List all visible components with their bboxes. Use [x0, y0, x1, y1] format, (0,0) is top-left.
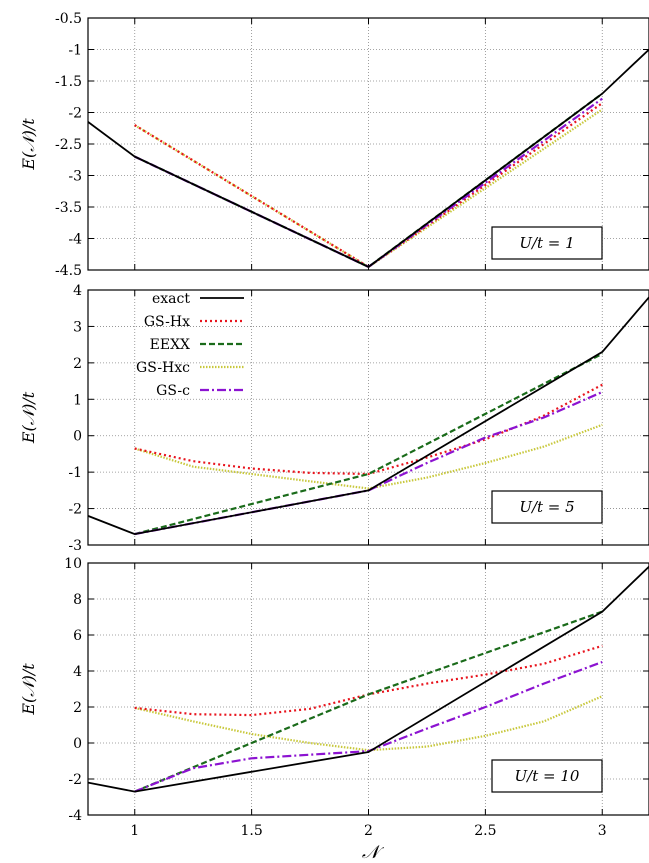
- series-line-gs-hx: [134, 102, 603, 269]
- series-line-gs-hxc: [134, 423, 603, 490]
- x-tick-label: 1.5: [240, 823, 262, 839]
- y-tick-label: 2: [73, 700, 82, 716]
- series-line-eexx: [134, 352, 603, 536]
- series-line-exact: [88, 48, 649, 268]
- y-tick-label: 10: [64, 556, 82, 572]
- series-line-eexx: [134, 610, 603, 793]
- series-group: [88, 296, 649, 536]
- annotation-label: U/t = 10: [515, 767, 580, 785]
- series-group: [88, 48, 649, 269]
- y-tick-label: -2: [68, 502, 82, 518]
- y-tick-label: -1.5: [55, 74, 82, 90]
- y-axis-label: E(𝒩)/t: [19, 391, 38, 444]
- y-tick-label: -4: [68, 232, 82, 248]
- legend-label-gs-hx: GS-Hx: [144, 314, 190, 330]
- annotation-box: [491, 759, 603, 793]
- y-tick-label: -3.5: [55, 200, 82, 216]
- x-tick-label: 2.5: [474, 823, 496, 839]
- y-tick-label: -2: [68, 106, 82, 122]
- y-tick-label: 3: [73, 319, 82, 335]
- legend-label-eexx: EEXX: [150, 337, 190, 353]
- series-line-exact: [88, 565, 649, 793]
- y-tick-label: 2: [73, 356, 82, 372]
- y-tick-label: 8: [73, 592, 82, 608]
- y-tick-label: 4: [73, 283, 82, 299]
- legend-label-gs-hxc: GS-Hxc: [136, 360, 190, 376]
- series-line-gs-hx: [134, 383, 603, 476]
- y-tick-label: -2: [68, 772, 82, 788]
- annotation-label: U/t = 1: [519, 234, 574, 252]
- legend: exact GS-Hx EEXX GS-Hxc GS-c: [136, 291, 244, 399]
- panel-2: 4 3 2 1 0 -1 -2 -3 E(𝒩)/t U/t = 5 exact GS-Hx EEXX GS…: [19, 283, 649, 554]
- y-axis-label: E(𝒩)/t: [19, 663, 38, 716]
- x-tick-label: 3: [598, 823, 607, 839]
- y-tick-label: -0.5: [55, 11, 82, 27]
- plot-frame: [87, 289, 649, 546]
- y-tick-label: -4.5: [55, 263, 82, 279]
- y-tick-label: -4: [68, 808, 82, 824]
- y-tick-label: 0: [73, 429, 82, 445]
- plot-frame: [87, 17, 649, 271]
- x-tick-label: 2: [364, 823, 373, 839]
- annotation-label: U/t = 5: [519, 498, 574, 516]
- y-tick-label: -3: [68, 538, 82, 554]
- panel-3: 10 8 6 4 2 0 -2 -4 1 1.5 2 2.5 3 E(𝒩)/t 𝒩 U/t = 10: [19, 556, 649, 863]
- y-tick-label: 0: [73, 736, 82, 752]
- y-tick-label: -1: [68, 465, 82, 481]
- series-line-exact: [88, 296, 649, 536]
- y-tick-label: 4: [73, 664, 82, 680]
- series-group: [88, 565, 649, 793]
- legend-label-exact: exact: [152, 291, 190, 307]
- series-line-gs-c: [134, 390, 603, 536]
- y-axis-label: E(𝒩)/t: [19, 118, 38, 171]
- panel-1: -0.5 -1 -1.5 -2 -2.5 -3 -3.5 -4 -4.5 E(𝒩)/t U/t = …: [19, 11, 649, 279]
- y-tick-label: 1: [73, 392, 82, 408]
- annotation-box: [491, 226, 603, 260]
- y-tick-label: 6: [73, 628, 82, 644]
- legend-label-gs-c: GS-c: [156, 383, 190, 399]
- annotation-box: [491, 490, 603, 524]
- y-tick-label: -1: [68, 43, 82, 59]
- y-tick-label: -3: [68, 169, 82, 185]
- y-tick-label: -2.5: [55, 137, 82, 153]
- x-axis-label: 𝒩: [362, 842, 385, 863]
- plot-frame: [87, 562, 649, 816]
- x-tick-label: 1: [130, 823, 139, 839]
